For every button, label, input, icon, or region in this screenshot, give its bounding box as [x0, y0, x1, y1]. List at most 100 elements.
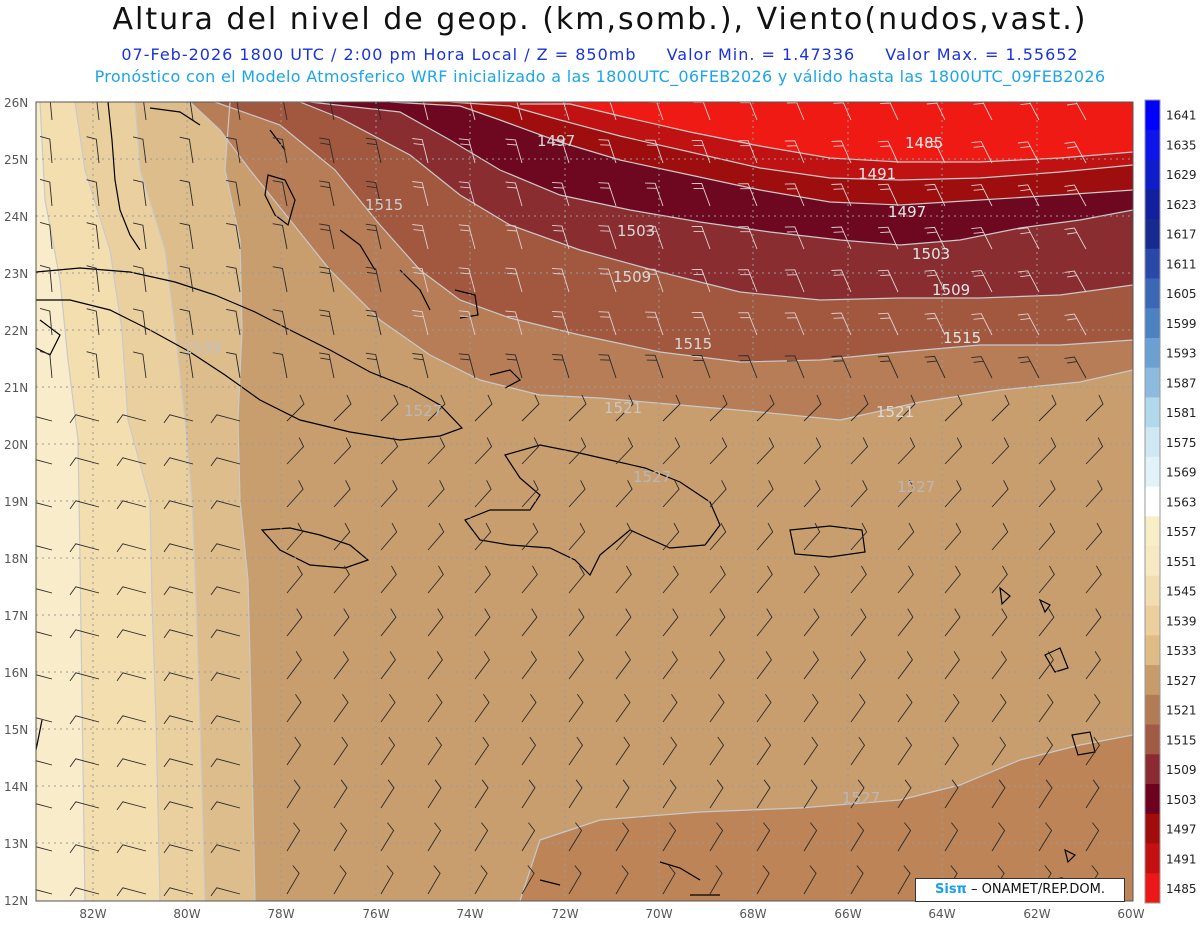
wind-barb	[1038, 608, 1055, 637]
wind-barb	[662, 608, 679, 637]
contour-line	[389, 102, 1133, 206]
wind-barb	[333, 736, 349, 766]
wind-barb	[645, 311, 664, 336]
wind-barb	[1085, 565, 1102, 594]
lat-label: 13N	[4, 837, 28, 851]
wind-barb	[412, 181, 429, 207]
lon-label: 70W	[645, 907, 672, 921]
wind-barb	[36, 803, 53, 809]
wind-barb	[86, 179, 100, 207]
cuba-coastline	[36, 267, 464, 441]
wind-barb	[286, 480, 304, 508]
wind-barb	[803, 651, 819, 680]
colorbar-swatch	[1145, 516, 1160, 547]
band-1527-south	[520, 735, 1133, 901]
wind-barb	[662, 779, 677, 809]
wind-barb	[163, 543, 194, 553]
wind-barb	[236, 102, 241, 121]
credit-text: – ONAMET/REP.DOM.	[966, 882, 1105, 897]
wind-barb	[598, 139, 617, 164]
wind-barb	[226, 136, 241, 164]
contour-line	[39, 102, 86, 901]
wind-barb	[319, 309, 335, 336]
wind-barb	[1038, 693, 1054, 723]
colorbar-swatch	[1145, 873, 1160, 904]
wind-barb	[850, 822, 865, 852]
lat-label: 26N	[4, 96, 28, 110]
wind-barb	[333, 565, 350, 594]
colorbar-swatch	[1145, 100, 1160, 131]
wind-barb	[179, 222, 194, 250]
wind-barb	[1085, 437, 1104, 465]
wind-barb	[756, 437, 775, 465]
wind-barb	[568, 608, 585, 637]
contour-labels: 1485 1491 1497 1497 1503 1503 1509 1509 …	[183, 132, 981, 807]
wind-barb	[427, 693, 443, 723]
wind-barb	[427, 437, 446, 465]
lon-label: 62W	[1023, 907, 1050, 921]
wind-barb	[662, 693, 678, 723]
colorbar-swatch	[1145, 248, 1160, 279]
wind-barb	[474, 651, 490, 680]
wind-barb	[210, 414, 241, 424]
wind-barb	[474, 865, 488, 895]
south-america-coastline	[539, 861, 720, 896]
wind-barb	[784, 312, 805, 336]
wind-barb	[412, 224, 429, 250]
lat-label: 22N	[4, 324, 28, 338]
colorbar-label: 1551	[1166, 555, 1197, 569]
wind-barb	[116, 758, 147, 768]
wind-barb	[179, 351, 194, 379]
contour-label: 1527	[897, 478, 935, 496]
wind-barb	[971, 270, 993, 293]
lat-label: 24N	[4, 210, 28, 224]
contour-line	[519, 734, 1133, 901]
wind-barb	[365, 309, 382, 336]
wind-barb	[163, 500, 194, 510]
wind-barb	[365, 180, 382, 207]
wind-barb	[551, 267, 570, 293]
wind-barb	[756, 608, 773, 637]
wind-barb	[466, 102, 476, 121]
wind-barb	[521, 437, 540, 465]
wind-barb	[1017, 184, 1040, 207]
lon-label: 82W	[79, 907, 106, 921]
lat-label: 20N	[4, 438, 28, 452]
color-scale-legend: 1641 1635 1629 1623 1617 1611 1605 1599 1593 1587…	[1144, 99, 1197, 904]
lat-label: 19N	[4, 495, 28, 509]
lon-label: 68W	[739, 907, 766, 921]
wind-barb	[803, 608, 820, 637]
wind-barb	[286, 437, 305, 465]
wind-barb	[380, 522, 398, 551]
lat-label: 12N	[4, 894, 28, 908]
contour-label: 1515	[943, 329, 981, 347]
colorbar-swatch	[1145, 337, 1160, 369]
wind-barb	[283, 102, 288, 121]
wind-barb	[333, 480, 351, 508]
contour-line	[224, 102, 256, 901]
wind-barb	[831, 140, 852, 164]
wind-barb	[412, 310, 429, 336]
wind-barb	[662, 480, 680, 508]
wind-barb	[991, 736, 1007, 766]
hispaniola-coastline	[464, 444, 721, 577]
wind-barb	[226, 351, 241, 379]
wind-barb	[333, 693, 349, 723]
wind-barb	[598, 268, 617, 293]
wind-barb	[116, 500, 147, 510]
wind-barb	[179, 308, 194, 336]
wind-barb	[615, 651, 631, 680]
wind-barb	[116, 672, 147, 682]
colorbar-label: 1491	[1166, 852, 1197, 866]
wind-barb	[412, 267, 429, 293]
wind-barb	[511, 102, 523, 121]
wind-barb	[116, 586, 147, 596]
wind-barb	[86, 265, 100, 293]
wind-barb	[924, 269, 946, 293]
wind-barb	[458, 353, 476, 379]
contour-label: 1509	[932, 281, 970, 299]
wind-barb	[36, 674, 53, 680]
wind-barb	[551, 310, 570, 336]
colorbar-swatch	[1145, 308, 1160, 339]
wind-barb	[1038, 480, 1056, 508]
